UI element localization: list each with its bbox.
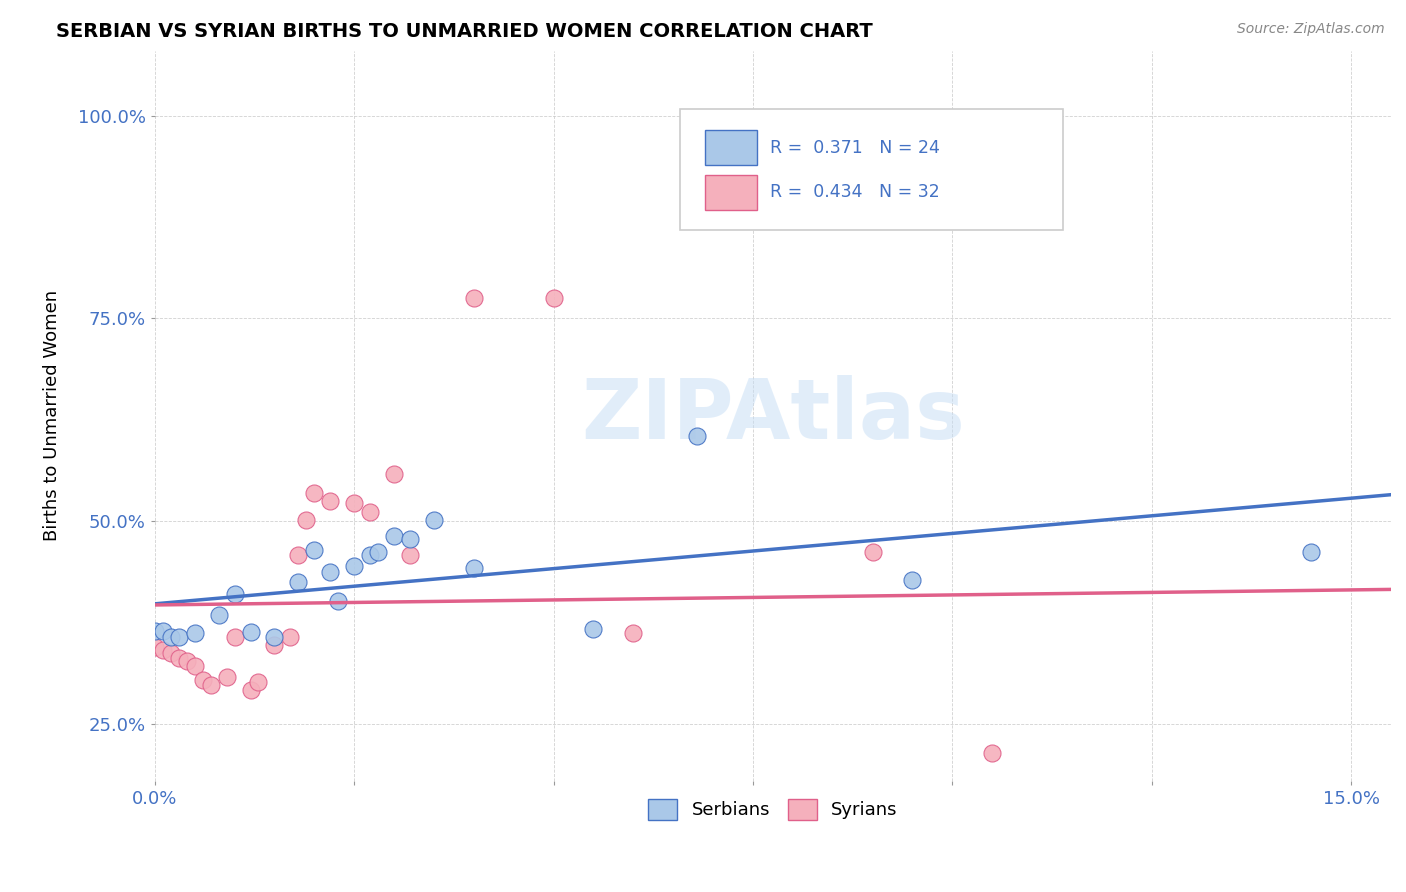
Point	[287, 575, 309, 590]
Point	[152, 642, 174, 657]
Point	[463, 291, 485, 305]
Point	[901, 573, 924, 587]
Y-axis label: Births to Unmarried Women: Births to Unmarried Women	[44, 290, 60, 541]
Point	[215, 670, 238, 684]
Point	[143, 624, 166, 638]
Point	[941, 789, 963, 803]
Bar	[704, 130, 756, 165]
Point	[582, 802, 605, 816]
Point	[319, 565, 342, 579]
Text: ZIPAtlas: ZIPAtlas	[581, 376, 965, 457]
Point	[176, 654, 198, 668]
Point	[304, 486, 326, 500]
Point	[167, 650, 190, 665]
Point	[191, 673, 214, 687]
Point	[239, 625, 262, 640]
Point	[183, 658, 205, 673]
Point	[207, 607, 229, 622]
Bar	[704, 175, 756, 210]
Point	[382, 529, 405, 543]
Point	[183, 626, 205, 640]
Point	[200, 678, 222, 692]
Point	[319, 494, 342, 508]
Text: Source: ZipAtlas.com: Source: ZipAtlas.com	[1237, 22, 1385, 37]
Text: R =  0.371   N = 24: R = 0.371 N = 24	[770, 139, 941, 157]
Point	[263, 631, 285, 645]
Point	[295, 513, 318, 527]
Point	[1220, 783, 1243, 797]
Point	[239, 683, 262, 698]
Point	[981, 746, 1004, 760]
Point	[399, 532, 422, 546]
FancyBboxPatch shape	[681, 109, 1063, 229]
Point	[152, 624, 174, 638]
Point	[224, 630, 246, 644]
Point	[343, 496, 366, 510]
Point	[280, 630, 302, 644]
Point	[304, 542, 326, 557]
Point	[463, 561, 485, 575]
Point	[621, 626, 644, 640]
Text: R =  0.434   N = 32: R = 0.434 N = 32	[770, 184, 941, 202]
Point	[167, 630, 190, 644]
Point	[328, 594, 350, 608]
Point	[543, 291, 565, 305]
Point	[862, 545, 884, 559]
Point	[367, 545, 389, 559]
Point	[359, 505, 381, 519]
Point	[359, 549, 381, 563]
Point	[159, 646, 181, 660]
Point	[742, 792, 765, 806]
Legend: Serbians, Syrians: Serbians, Syrians	[641, 791, 905, 827]
Point	[686, 429, 709, 443]
Point	[247, 675, 270, 690]
Point	[582, 622, 605, 636]
Point	[224, 587, 246, 601]
Point	[143, 640, 166, 654]
Point	[1021, 131, 1043, 145]
Point	[287, 549, 309, 563]
Point	[423, 513, 446, 527]
Point	[399, 549, 422, 563]
Text: SERBIAN VS SYRIAN BIRTHS TO UNMARRIED WOMEN CORRELATION CHART: SERBIAN VS SYRIAN BIRTHS TO UNMARRIED WO…	[56, 22, 873, 41]
Point	[159, 630, 181, 644]
Point	[263, 638, 285, 652]
Point	[1301, 545, 1323, 559]
Point	[382, 467, 405, 482]
Point	[343, 558, 366, 573]
